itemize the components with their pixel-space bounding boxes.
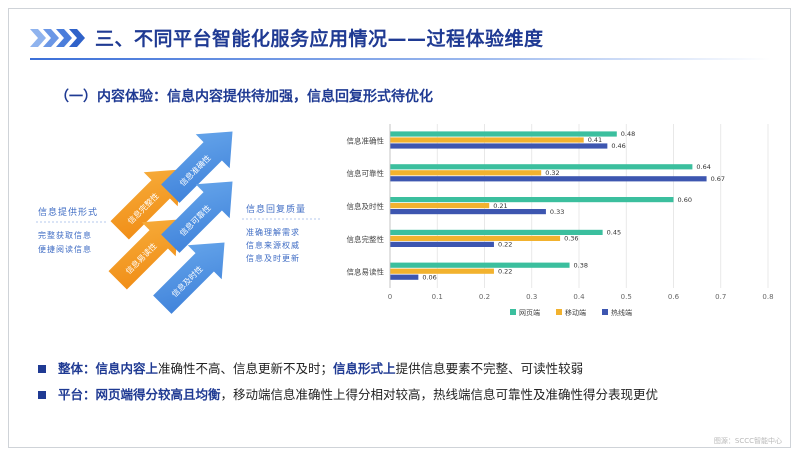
legend-swatch bbox=[556, 309, 562, 315]
x-tick-label: 0.1 bbox=[432, 293, 443, 301]
bar bbox=[390, 274, 419, 280]
bar-value-label: 0.46 bbox=[611, 142, 625, 150]
category-label: 信息可靠性 bbox=[347, 168, 385, 178]
bullet-square-icon bbox=[38, 365, 46, 373]
bar bbox=[390, 176, 707, 182]
category-label: 信息准确性 bbox=[347, 135, 385, 145]
platform-score-bar-chart: 0 0.1 0.2 0.3 0.4 0.5 0.6 0.7 0.8 信息准确性 0.48 0.41 0.… bbox=[347, 124, 774, 317]
bullet-platform-part-1: 平台： bbox=[58, 387, 96, 402]
x-tick-label: 0 bbox=[388, 293, 392, 301]
x-tick-label: 0.6 bbox=[668, 293, 680, 301]
bar-value-label: 0.06 bbox=[422, 273, 436, 281]
bar-value-label: 0.41 bbox=[588, 136, 602, 144]
bar-value-label: 0.21 bbox=[493, 202, 507, 210]
bar bbox=[390, 197, 674, 203]
bar-value-label: 0.32 bbox=[545, 169, 559, 177]
left-line-1: 完整获取信息 bbox=[38, 230, 92, 240]
title-underline bbox=[30, 58, 770, 60]
bar-value-label: 0.45 bbox=[607, 229, 621, 237]
bar-value-label: 0.22 bbox=[498, 241, 512, 249]
x-tick-label: 0.2 bbox=[479, 293, 490, 301]
bullet-overall-part-4: 信息形式上 bbox=[333, 361, 396, 376]
legend-label: 热线端 bbox=[611, 308, 632, 317]
category-label: 信息及时性 bbox=[347, 201, 385, 211]
watermark: 图源：SCCC智能中心 bbox=[713, 437, 782, 445]
left-heading: 信息提供形式 bbox=[38, 206, 98, 218]
bullet-platform: 平台：网页端得分较高且均衡，移动端信息准确性上得分相对较高，热线端信息可靠性及准… bbox=[38, 386, 778, 404]
slide-frame bbox=[8, 8, 791, 448]
bar bbox=[390, 241, 494, 247]
right-heading: 信息回复质量 bbox=[246, 203, 306, 215]
category-label: 信息完整性 bbox=[347, 234, 385, 244]
right-line-1: 准确理解需求 bbox=[246, 227, 300, 237]
x-tick-label: 0.8 bbox=[762, 293, 773, 301]
bar bbox=[390, 131, 617, 137]
legend-label: 网页端 bbox=[519, 308, 540, 317]
summary-bullets: 整体：信息内容上准确性不高、信息更新不及时；信息形式上提供信息要素不完整、可读性… bbox=[38, 360, 778, 412]
legend-swatch bbox=[602, 309, 608, 315]
right-line-3: 信息及时更新 bbox=[246, 253, 300, 263]
x-tick-label: 0.5 bbox=[621, 293, 632, 301]
chevron-arrows-icon bbox=[30, 29, 85, 47]
x-tick-label: 0.7 bbox=[715, 293, 726, 301]
bar-value-label: 0.38 bbox=[574, 261, 588, 269]
bar bbox=[390, 203, 490, 209]
bar-value-label: 0.33 bbox=[550, 208, 564, 216]
bar bbox=[390, 229, 603, 235]
bullet-platform-part-3: ，移动端信息准确性上得分相对较高，热线端信息可靠性及准确性得分表现更优 bbox=[220, 387, 659, 402]
bullet-square-icon bbox=[38, 391, 46, 399]
x-tick-label: 0.4 bbox=[573, 293, 585, 301]
bar-value-label: 0.67 bbox=[711, 175, 725, 183]
right-line-2: 信息来源权威 bbox=[246, 240, 300, 250]
bullet-overall-part-2: 信息内容上 bbox=[95, 361, 159, 376]
bullet-overall-part-3: 准确性不高、信息更新不及时； bbox=[158, 361, 334, 376]
bar bbox=[390, 170, 542, 176]
bar-value-label: 0.36 bbox=[564, 235, 578, 243]
bar bbox=[390, 143, 608, 149]
left-line-2: 便捷阅读信息 bbox=[38, 244, 92, 254]
category-label: 信息易读性 bbox=[347, 267, 385, 277]
page-title: 三、不同平台智能化服务应用情况——过程体验维度 bbox=[95, 28, 544, 50]
legend-swatch bbox=[510, 309, 516, 315]
bar-value-label: 0.22 bbox=[498, 267, 512, 275]
section-subtitle: （一）内容体验：信息内容提供待加强，信息回复形式待优化 bbox=[55, 89, 433, 105]
bar bbox=[390, 262, 570, 268]
x-tick-label: 0.3 bbox=[526, 293, 537, 301]
bar bbox=[390, 209, 546, 215]
bullet-platform-part-2: 网页端得分较高且均衡 bbox=[95, 387, 221, 402]
bullet-overall: 整体：信息内容上准确性不高、信息更新不及时；信息形式上提供信息要素不完整、可读性… bbox=[38, 360, 778, 378]
bullet-overall-part-1: 整体： bbox=[58, 361, 96, 376]
bullet-overall-part-5: 提供信息要素不完整、可读性较弱 bbox=[395, 361, 584, 376]
experience-diagram: 信息提供形式 完整获取信息 便捷阅读信息 信息完整性 信息易读性 信息准确性 信… bbox=[36, 131, 320, 314]
bar bbox=[390, 164, 693, 170]
bar-value-label: 0.48 bbox=[621, 130, 635, 138]
bar bbox=[390, 268, 494, 274]
bar bbox=[390, 137, 584, 143]
bar-value-label: 0.64 bbox=[696, 163, 710, 171]
bar-value-label: 0.60 bbox=[678, 196, 692, 204]
legend-label: 移动端 bbox=[565, 308, 586, 317]
bar bbox=[390, 235, 561, 241]
